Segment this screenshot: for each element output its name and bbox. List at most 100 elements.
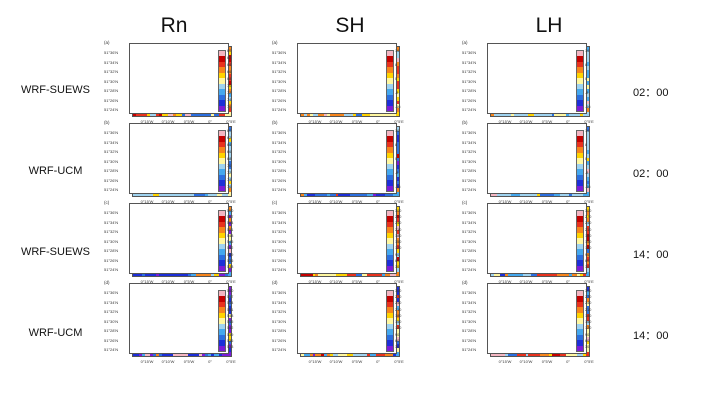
colorbar-swatch xyxy=(387,158,393,164)
x-tick-label: 0°10'W xyxy=(519,199,533,204)
heatmap-cell xyxy=(586,138,589,143)
heatmap-cell xyxy=(228,264,231,269)
heatmap-cell xyxy=(207,112,211,116)
colorbar xyxy=(218,210,226,272)
heatmap-cell xyxy=(341,192,345,196)
heatmap-cell xyxy=(586,134,589,139)
colorbar-swatch xyxy=(577,180,583,186)
heatmap-cell xyxy=(393,192,397,196)
heatmap-cell xyxy=(207,272,211,276)
colorbar-tick-label: 554 xyxy=(227,221,234,226)
colorbar-tick-label: -16 xyxy=(585,105,591,110)
colorbar-tick-label: 16 xyxy=(585,129,590,133)
heatmap-cell xyxy=(228,233,231,238)
colorbar-swatch xyxy=(219,232,225,239)
colorbar-swatch xyxy=(577,136,583,142)
heatmap-grid xyxy=(487,43,590,117)
heatmap-cell xyxy=(496,112,500,116)
heatmap-cell xyxy=(542,192,546,196)
heatmap-cell xyxy=(196,112,200,116)
heatmap-cell xyxy=(381,192,385,196)
y-tick-label: 51°28'N xyxy=(272,248,287,253)
heatmap-cell xyxy=(138,272,142,276)
heatmap-cell xyxy=(554,112,558,116)
heatmap-cell xyxy=(228,92,231,97)
y-tick-label: 51°24'N xyxy=(272,107,287,112)
scale-box xyxy=(129,43,229,114)
heatmap-cell xyxy=(228,169,231,173)
heatmap-cell xyxy=(396,66,399,70)
heatmap-cell xyxy=(396,108,399,113)
x-tick-label: 0° xyxy=(566,199,570,204)
x-tick-label: 0°10'W xyxy=(161,119,175,124)
heatmap-cell xyxy=(228,268,231,273)
heatmap-cell xyxy=(179,192,182,196)
heatmap-cell xyxy=(133,112,136,116)
colorbar-tick-label: 557 xyxy=(227,215,234,220)
heatmap-panel-rn-3: (c) 51°36'N 51°34'N 51°32'N 51°30'N 51°28'N 51… xyxy=(104,200,319,292)
colorbar-swatch xyxy=(387,83,393,90)
heatmap-cell xyxy=(213,272,217,276)
heatmap-cell xyxy=(583,112,587,116)
heatmap-cell xyxy=(551,192,555,196)
heatmap-cell xyxy=(396,81,399,86)
heatmap-cell xyxy=(309,112,313,116)
heatmap-panel-sh-1: (a) 51°36'N 51°34'N 51°32'N 51°30'N 51°28'N 51… xyxy=(272,40,487,132)
heatmap-cell xyxy=(147,272,151,276)
x-tick-label: 0°15'W xyxy=(140,279,154,284)
y-tick-label: 51°36'N xyxy=(272,50,287,55)
heatmap-cell xyxy=(396,222,399,227)
x-tick-label: 0°10'W xyxy=(329,119,343,124)
heatmap-cell xyxy=(338,112,342,116)
panel-letter: (a) xyxy=(272,40,278,45)
heatmap-cell xyxy=(324,192,327,196)
heatmap-cell xyxy=(352,192,356,196)
heatmap-cell xyxy=(213,112,217,116)
heatmap-cell xyxy=(228,180,231,185)
colorbar-tick-label: 0 xyxy=(395,77,398,82)
heatmap-cell xyxy=(326,112,330,116)
heatmap-grid xyxy=(297,123,400,197)
heatmap-cell xyxy=(228,188,231,193)
row-label-1: WRF-SUEWS xyxy=(20,84,91,96)
heatmap-cell xyxy=(228,218,231,223)
heatmap-cell xyxy=(228,85,231,90)
heatmap-cell xyxy=(563,192,566,196)
y-tick-label: 51°24'N xyxy=(272,267,287,272)
y-tick-label: 51°34'N xyxy=(272,139,287,145)
x-tick-label: 0°10'W xyxy=(161,279,175,284)
heatmap-cell xyxy=(150,192,154,196)
x-tick-label: 0° xyxy=(208,119,212,124)
heatmap-cell xyxy=(167,272,171,276)
colorbar-swatch xyxy=(577,56,583,62)
heatmap-cell xyxy=(396,146,399,150)
heatmap-cell xyxy=(537,112,540,116)
heatmap-cell xyxy=(176,192,180,196)
heatmap-cell xyxy=(158,272,162,276)
heatmap-cell xyxy=(228,69,231,74)
colorbar-swatch xyxy=(387,72,393,79)
colorbar-swatch xyxy=(219,238,225,244)
heatmap-cell xyxy=(228,157,231,162)
y-tick-label: 51°34'N xyxy=(462,59,477,65)
heatmap-cell xyxy=(511,192,515,196)
heatmap-cell xyxy=(367,192,371,196)
y-tick-label: 51°34'N xyxy=(104,139,119,145)
heatmap-cell xyxy=(551,112,555,116)
heatmap-cell xyxy=(228,249,231,253)
heatmap-cell xyxy=(522,192,526,196)
heatmap-cell xyxy=(396,134,399,139)
heatmap-cell xyxy=(396,241,399,246)
heatmap-cell xyxy=(179,272,182,276)
heatmap-cell xyxy=(396,89,399,93)
heatmap-cell xyxy=(586,176,589,181)
y-tick-label: 51°36'N xyxy=(104,50,119,55)
heatmap-cell xyxy=(187,112,191,116)
heatmap-cell xyxy=(525,192,529,196)
heatmap-cell xyxy=(167,192,171,196)
colorbar-swatch xyxy=(219,265,225,271)
heatmap-cell xyxy=(301,112,304,116)
heatmap-cell xyxy=(505,112,509,116)
y-tick-label: 51°34'N xyxy=(272,219,287,225)
colorbar-tick-label: 0 xyxy=(585,77,588,82)
